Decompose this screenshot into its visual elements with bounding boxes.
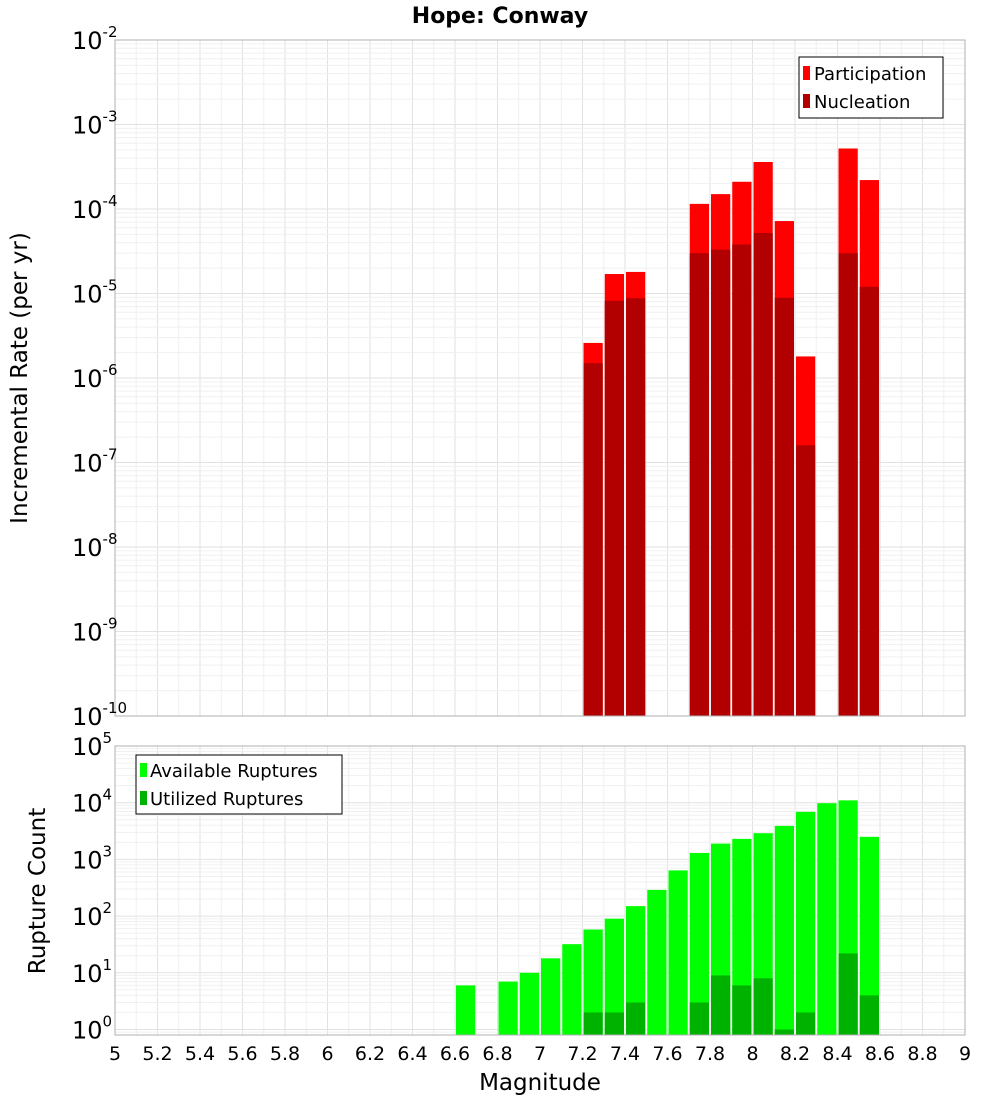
bar-nucleation [859,286,879,716]
x-tick-label: 5 [109,1043,121,1065]
y-tick-label: 103 [72,842,112,874]
x-tick-label: 6 [321,1043,333,1065]
legend-label-utilized: Utilized Ruptures [150,789,303,810]
legend-label-available: Available Ruptures [150,761,318,782]
bar-available-ruptures [859,836,879,1035]
bar-available-ruptures [668,870,688,1035]
y-tick-label: 101 [72,956,112,988]
bar-available-ruptures [647,889,667,1035]
x-tick-label: 7.8 [695,1043,725,1065]
x-tick-label: 7.4 [610,1043,640,1065]
bottom-plot-border [114,745,966,1036]
bar-utilized-ruptures [711,975,731,1035]
bar-available-ruptures [689,852,709,1035]
bar-available-ruptures [796,811,816,1035]
y-tick-label: 10-3 [72,108,118,140]
bar-available-ruptures [562,944,582,1035]
x-tick-label: 8.6 [865,1043,895,1065]
bar-nucleation [838,253,858,716]
bottom-legend-box [135,754,343,815]
bar-available-ruptures [519,972,539,1035]
legend-label-participation: Participation [814,64,926,85]
bar-available-ruptures [774,825,794,1035]
x-tick-label: 6.8 [482,1043,512,1065]
bar-utilized-ruptures [732,985,752,1035]
y-tick-label: 10-6 [72,361,118,393]
bar-nucleation [583,363,603,716]
top-legend-box [798,56,944,119]
bottom-legend: Available Ruptures Utilized Ruptures [135,754,343,815]
bar-available-ruptures [498,981,518,1035]
y-tick-label: 102 [72,899,112,931]
x-tick-label: 8.8 [907,1043,937,1065]
y-tick-label: 10-7 [72,446,118,478]
legend-swatch-participation [803,66,810,80]
x-tick-label: 5.4 [185,1043,215,1065]
bar-available-ruptures [604,918,624,1035]
bar-nucleation [753,232,773,716]
y-tick-label: 10-2 [72,23,118,55]
bar-utilized-ruptures [626,1002,646,1035]
x-tick-label: 8.2 [780,1043,810,1065]
bar-utilized-ruptures [689,1002,709,1035]
bar-available-ruptures [456,985,476,1035]
bar-nucleation [604,300,624,716]
top-y-axis-label: Incremental Rate (per yr) [7,232,33,524]
legend-label-nucleation: Nucleation [814,92,910,113]
bar-available-ruptures [583,929,603,1035]
y-tick-label: 10-5 [72,277,118,309]
x-tick-label: 6.6 [440,1043,470,1065]
bottom-y-axis-label: Rupture Count [25,808,51,974]
x-tick-label: 8.4 [822,1043,852,1065]
bar-utilized-ruptures [753,978,773,1035]
x-tick-label: 9 [959,1043,971,1065]
x-tick-label: 7.2 [567,1043,597,1065]
bar-utilized-ruptures [859,995,879,1035]
bar-utilized-ruptures [774,1029,794,1035]
top-legend: Participation Nucleation [798,56,944,119]
bottom-bars [456,800,879,1035]
y-tick-label: 10-8 [72,530,118,562]
bar-utilized-ruptures [838,953,858,1035]
bar-nucleation [732,244,752,716]
chart-title: Hope: Conway [412,4,588,29]
bottom-plot: 100 101 102 103 104 105 5 5.2 5.4 5.6 5.8 6 6.2 6.4 6… [25,729,971,1096]
bar-nucleation [711,249,731,716]
x-tick-label: 7 [534,1043,546,1065]
y-tick-label: 100 [72,1013,112,1045]
bottom-y-ticks: 100 101 102 103 104 105 [72,729,112,1045]
bar-utilized-ruptures [796,1012,816,1035]
bar-nucleation [626,298,646,716]
top-plot-border [114,39,966,717]
x-axis-label: Magnitude [479,1070,601,1096]
bar-available-ruptures [817,803,837,1035]
bar-utilized-ruptures [604,1012,624,1035]
legend-swatch-utilized [140,791,147,805]
top-plot: 10-10 10-9 10-8 10-7 10-6 10-5 10-4 10-3 10-2 In… [7,23,966,731]
legend-swatch-nucleation [803,94,810,108]
y-tick-label: 10-10 [72,699,127,731]
bar-nucleation [774,297,794,716]
bar-utilized-ruptures [583,1012,603,1035]
bar-nucleation [796,445,816,716]
y-tick-label: 10-9 [72,615,118,647]
x-tick-label: 6.2 [355,1043,385,1065]
bar-available-ruptures [541,958,561,1035]
x-tick-label: 6.4 [397,1043,427,1065]
bar-nucleation [689,253,709,716]
x-ticks: 5 5.2 5.4 5.6 5.8 6 6.2 6.4 6.6 6.8 7 7.2 7.4 7.6 7.8 8… [109,1043,971,1065]
legend-swatch-available [140,763,147,777]
y-tick-label: 10-4 [72,192,118,224]
top-grid [114,40,966,717]
top-bars [583,148,879,717]
x-tick-label: 7.6 [652,1043,682,1065]
top-y-ticks: 10-10 10-9 10-8 10-7 10-6 10-5 10-4 10-3 10-2 [72,23,127,731]
y-tick-label: 104 [72,786,112,818]
y-tick-label: 105 [72,729,112,761]
x-tick-label: 5.8 [270,1043,300,1065]
x-tick-label: 5.2 [142,1043,172,1065]
x-tick-label: 5.6 [227,1043,257,1065]
x-tick-label: 8 [746,1043,758,1065]
